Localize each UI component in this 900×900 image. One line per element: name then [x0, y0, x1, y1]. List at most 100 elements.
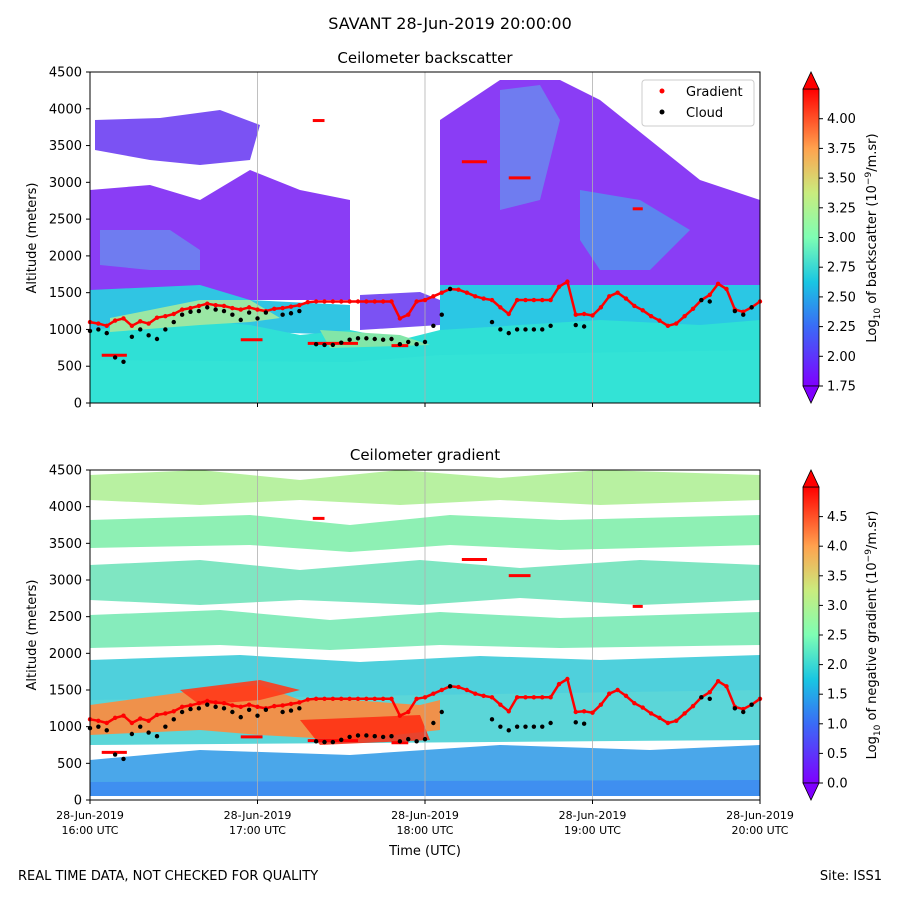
y-tick-label: 4000 — [49, 102, 82, 117]
cloud-point — [372, 734, 377, 739]
cloud-point — [380, 337, 386, 342]
cloud-point — [506, 728, 511, 733]
cloud-point — [104, 330, 109, 336]
gradient-point — [372, 299, 377, 304]
gradient-point — [548, 695, 553, 700]
gradient-point — [640, 308, 645, 313]
cloud-point — [339, 737, 344, 743]
cloud-point — [364, 733, 369, 738]
cloud-point — [389, 734, 394, 739]
cloud-point — [313, 341, 319, 347]
y-tick-label: 3000 — [49, 574, 82, 589]
gradient-point — [431, 294, 436, 299]
colorbar-tick-label: 0.5 — [827, 747, 848, 762]
colorbar-tick-label: 2.75 — [827, 261, 856, 276]
gradient-point — [615, 687, 620, 693]
cloud-point — [355, 733, 361, 738]
gradient-point — [96, 321, 101, 326]
gradient-point — [531, 695, 537, 700]
cloud-point — [573, 720, 578, 725]
y-tick-label: 2000 — [49, 249, 82, 264]
y-tick-label: 500 — [57, 360, 82, 375]
gradient-point — [607, 294, 612, 299]
gradient-point — [657, 318, 662, 323]
marker-layer — [87, 119, 763, 762]
cloud-point — [380, 734, 386, 740]
gradient-point — [473, 691, 478, 696]
gradient-point — [422, 297, 428, 303]
figure-title: SAVANT 28-Jun-2019 20:00:00 — [328, 14, 572, 33]
gradient-point — [674, 321, 679, 326]
cloud-point — [154, 734, 160, 739]
gradient-point — [380, 299, 386, 304]
y-tick-label: 1000 — [49, 323, 82, 338]
bottom-panel-title: Ceilometer gradient — [349, 446, 501, 464]
y-tick-label: 2500 — [49, 213, 82, 228]
gradient-point — [464, 290, 470, 295]
cloud-point — [397, 341, 403, 347]
y-tick-label: 4500 — [49, 464, 82, 479]
x-tick-label-time: 18:00 UTC — [396, 824, 453, 837]
cloud-point — [339, 340, 344, 345]
gradient-point — [573, 709, 578, 715]
cloud-point — [154, 336, 160, 342]
cloud-point — [431, 720, 436, 726]
gradient-point — [355, 696, 361, 701]
gradient-point — [138, 319, 143, 324]
gradient-point — [104, 323, 109, 328]
cloud-point — [205, 702, 210, 707]
gradient-point — [322, 696, 327, 701]
gradient-point — [347, 299, 352, 304]
cloud-point — [581, 324, 587, 329]
cloud-point — [531, 724, 537, 729]
gradient-point — [481, 296, 486, 301]
x-tick-label-date: 28-Jun-2019 — [559, 809, 627, 822]
cloud-point — [548, 720, 553, 726]
bottom-ylabel: Altitude (meters) — [25, 580, 40, 691]
cloud-point — [330, 342, 336, 348]
gradient-point — [380, 696, 386, 701]
gradient-point — [372, 696, 377, 701]
cloud-point — [322, 739, 327, 745]
x-tick-label-time: 20:00 UTC — [731, 824, 788, 837]
gradient-point — [213, 700, 218, 705]
gradient-point — [615, 290, 620, 295]
gradient-point — [540, 695, 545, 700]
cloud-point — [179, 709, 185, 715]
cloud-point — [498, 327, 503, 332]
bottom-colorbar: 0.0 0.5 1.0 1.5 2.0 2.5 3.0 3.5 4.0 4.5 Log10 of … — [802, 469, 883, 801]
gradient-point — [347, 696, 352, 701]
cloud-point — [707, 696, 712, 701]
gradient-point — [573, 312, 578, 317]
colorbar-tick-label: 1.5 — [827, 688, 848, 703]
gradient-point — [305, 300, 310, 305]
colorbar-tick-label: 3.50 — [827, 172, 856, 187]
cloud-point — [129, 334, 135, 339]
gradient-point — [230, 703, 235, 708]
gradient-point — [288, 701, 294, 707]
gradient-point — [498, 702, 503, 707]
gradient-point — [355, 299, 361, 304]
cloud-point — [263, 310, 269, 315]
gradient-point — [648, 711, 654, 716]
colorbar-tick-label: 2.25 — [827, 320, 856, 335]
colorbar-tick-label: 3.75 — [827, 142, 856, 157]
gradient-point — [439, 290, 444, 295]
cloud-point — [112, 752, 118, 757]
gradient-point — [313, 696, 319, 701]
gradient-point — [163, 711, 168, 716]
x-tick-label-date: 28-Jun-2019 — [726, 809, 794, 822]
cloud-point — [196, 706, 202, 711]
y-tick-label: 1500 — [49, 286, 82, 301]
gradient-point — [632, 701, 637, 706]
cloud-point — [347, 337, 352, 342]
gradient-point — [414, 696, 419, 701]
gradient-point — [590, 313, 595, 318]
gradient-point — [632, 303, 637, 309]
cloud-point — [297, 706, 302, 711]
cloud-point — [129, 731, 135, 737]
legend-gradient-label: Gradient — [686, 85, 743, 100]
gradient-point — [456, 684, 461, 690]
cloud-point — [121, 359, 126, 365]
gradient-point — [657, 715, 662, 721]
